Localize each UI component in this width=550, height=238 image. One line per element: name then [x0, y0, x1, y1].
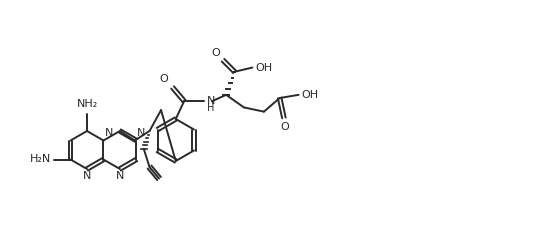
Text: OH: OH	[301, 90, 318, 100]
Text: N: N	[104, 129, 113, 139]
Text: H: H	[207, 103, 214, 113]
Text: N: N	[138, 129, 146, 139]
Text: O: O	[280, 122, 289, 132]
Text: N: N	[207, 96, 216, 106]
Text: O: O	[211, 48, 220, 58]
Text: N: N	[116, 171, 124, 181]
Text: NH₂: NH₂	[76, 99, 98, 109]
Text: N: N	[83, 171, 91, 181]
Text: H₂N: H₂N	[30, 154, 51, 164]
Text: O: O	[160, 74, 169, 84]
Text: OH: OH	[255, 63, 272, 73]
